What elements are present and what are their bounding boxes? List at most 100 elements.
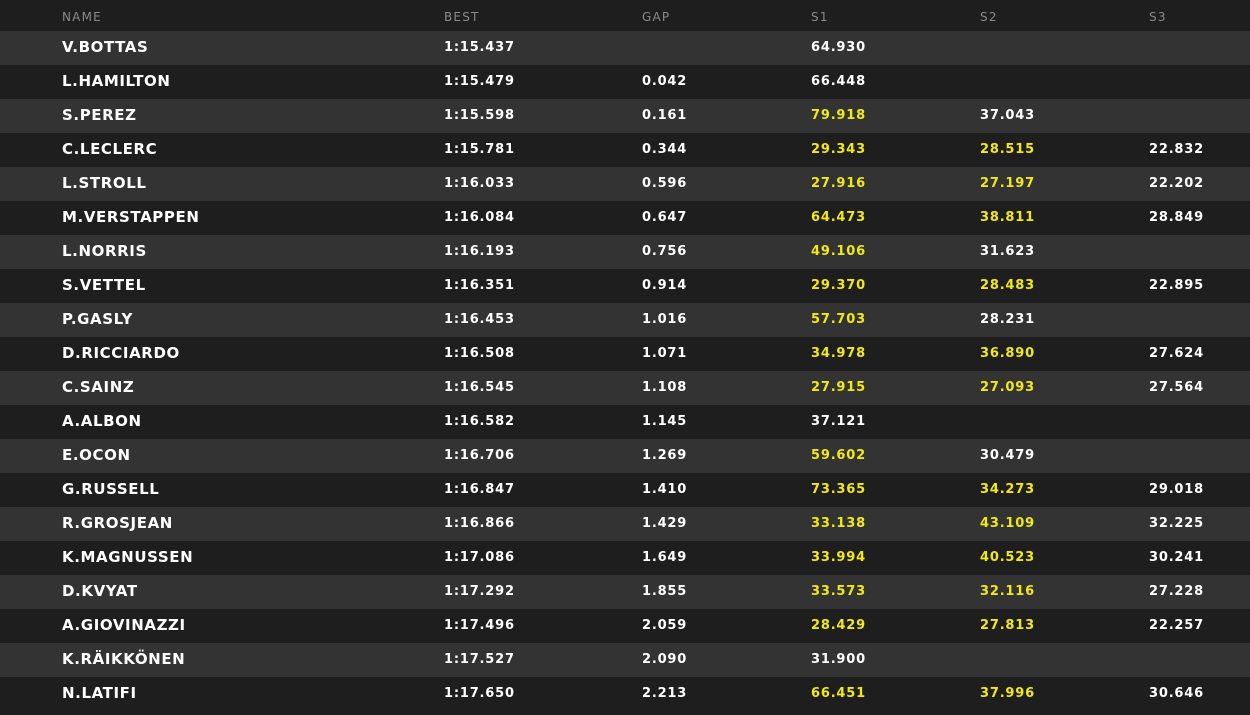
sector-1-time: 33.138: [811, 516, 866, 531]
sector-1-time: 64.473: [811, 210, 866, 225]
best-lap-time: 1:15.437: [444, 40, 515, 55]
sector-1-time: 31.900: [811, 652, 866, 667]
column-header-s3[interactable]: S3: [1149, 10, 1167, 24]
table-row[interactable]: K.RÄIKKÖNEN 1:17.527 2.090 31.900: [0, 643, 1250, 677]
gap-value: 1.269: [642, 448, 688, 463]
table-row[interactable]: E.OCON 1:16.706 1.269 59.602 30.479: [0, 439, 1250, 473]
table-row[interactable]: C.LECLERC 1:15.781 0.344 29.343 28.515 22.832: [0, 133, 1250, 167]
sector-3-time: 22.895: [1149, 278, 1204, 293]
gap-value: 0.914: [642, 278, 688, 293]
sector-2-time: 27.197: [980, 176, 1035, 191]
sector-1-time: 29.343: [811, 142, 866, 157]
sector-1-time: 66.451: [811, 686, 866, 701]
table-row[interactable]: L.STROLL 1:16.033 0.596 27.916 27.197 22.202: [0, 167, 1250, 201]
driver-name: R.GROSJEAN: [62, 514, 173, 532]
sector-1-time: 59.602: [811, 448, 866, 463]
sector-1-time: 33.573: [811, 584, 866, 599]
sector-1-time: 49.106: [811, 244, 866, 259]
table-row[interactable]: A.ALBON 1:16.582 1.145 37.121: [0, 405, 1250, 439]
sector-2-time: 27.093: [980, 380, 1035, 395]
table-row[interactable]: D.RICCIARDO 1:16.508 1.071 34.978 36.890 27.6…: [0, 337, 1250, 371]
gap-value: 1.108: [642, 380, 688, 395]
driver-name: S.VETTEL: [62, 276, 146, 294]
best-lap-time: 1:15.479: [444, 74, 515, 89]
table-row[interactable]: D.KVYAT 1:17.292 1.855 33.573 32.116 27.228: [0, 575, 1250, 609]
driver-name: P.GASLY: [62, 310, 133, 328]
table-row[interactable]: C.SAINZ 1:16.545 1.108 27.915 27.093 27.564: [0, 371, 1250, 405]
best-lap-time: 1:16.351: [444, 278, 515, 293]
driver-name: D.KVYAT: [62, 582, 138, 600]
best-lap-time: 1:16.508: [444, 346, 515, 361]
sector-2-time: 43.109: [980, 516, 1035, 531]
driver-name: G.RUSSELL: [62, 480, 160, 498]
best-lap-time: 1:16.453: [444, 312, 515, 327]
column-header-best[interactable]: BEST: [444, 10, 480, 24]
sector-1-time: 27.915: [811, 380, 866, 395]
driver-name: S.PEREZ: [62, 106, 137, 124]
sector-2-time: 37.043: [980, 108, 1035, 123]
gap-value: 2.090: [642, 652, 688, 667]
sector-3-time: 28.849: [1149, 210, 1204, 225]
driver-name: C.SAINZ: [62, 378, 135, 396]
table-row[interactable]: S.VETTEL 1:16.351 0.914 29.370 28.483 22.895: [0, 269, 1250, 303]
driver-name: E.OCON: [62, 446, 131, 464]
sector-3-time: 27.564: [1149, 380, 1204, 395]
sector-1-time: 28.429: [811, 618, 866, 633]
best-lap-time: 1:17.496: [444, 618, 515, 633]
table-row[interactable]: M.VERSTAPPEN 1:16.084 0.647 64.473 38.811 28.…: [0, 201, 1250, 235]
driver-name: A.GIOVINAZZI: [62, 616, 186, 634]
column-header-gap[interactable]: GAP: [642, 10, 671, 24]
gap-value: 1.071: [642, 346, 688, 361]
sector-3-time: 32.225: [1149, 516, 1204, 531]
best-lap-time: 1:16.582: [444, 414, 515, 429]
sector-3-time: 30.646: [1149, 686, 1204, 701]
column-header-s2[interactable]: S2: [980, 10, 998, 24]
sector-3-time: 22.257: [1149, 618, 1204, 633]
sector-2-time: 36.890: [980, 346, 1035, 361]
table-row[interactable]: P.GASLY 1:16.453 1.016 57.703 28.231: [0, 303, 1250, 337]
best-lap-time: 1:17.650: [444, 686, 515, 701]
best-lap-time: 1:16.545: [444, 380, 515, 395]
sector-1-time: 33.994: [811, 550, 866, 565]
sector-3-time: 30.241: [1149, 550, 1204, 565]
table-row[interactable]: L.NORRIS 1:16.193 0.756 49.106 31.623: [0, 235, 1250, 269]
best-lap-time: 1:16.866: [444, 516, 515, 531]
table-row[interactable]: G.RUSSELL 1:16.847 1.410 73.365 34.273 29.018: [0, 473, 1250, 507]
table-body: V.BOTTAS 1:15.437 64.930 L.HAMILTON 1:15.479…: [0, 31, 1250, 711]
driver-name: L.HAMILTON: [62, 72, 171, 90]
sector-2-time: 28.515: [980, 142, 1035, 157]
gap-value: 1.855: [642, 584, 688, 599]
table-row[interactable]: N.LATIFI 1:17.650 2.213 66.451 37.996 30.646: [0, 677, 1250, 711]
table-row[interactable]: R.GROSJEAN 1:16.866 1.429 33.138 43.109 32.22…: [0, 507, 1250, 541]
driver-name: M.VERSTAPPEN: [62, 208, 200, 226]
sector-2-time: 32.116: [980, 584, 1035, 599]
sector-1-time: 66.448: [811, 74, 866, 89]
sector-3-time: 27.228: [1149, 584, 1204, 599]
sector-3-time: 22.202: [1149, 176, 1204, 191]
gap-value: 1.145: [642, 414, 688, 429]
column-header-name[interactable]: NAME: [62, 10, 102, 24]
gap-value: 0.042: [642, 74, 688, 89]
sector-1-time: 79.918: [811, 108, 866, 123]
table-row[interactable]: L.HAMILTON 1:15.479 0.042 66.448: [0, 65, 1250, 99]
driver-name: A.ALBON: [62, 412, 142, 430]
table-row[interactable]: V.BOTTAS 1:15.437 64.930: [0, 31, 1250, 65]
best-lap-time: 1:15.598: [444, 108, 515, 123]
sector-2-time: 31.623: [980, 244, 1035, 259]
gap-value: 0.756: [642, 244, 688, 259]
sector-1-time: 29.370: [811, 278, 866, 293]
sector-2-time: 30.479: [980, 448, 1035, 463]
column-header-s1[interactable]: S1: [811, 10, 829, 24]
best-lap-time: 1:16.847: [444, 482, 515, 497]
sector-1-time: 64.930: [811, 40, 866, 55]
sector-2-time: 38.811: [980, 210, 1035, 225]
driver-name: N.LATIFI: [62, 684, 137, 702]
sector-2-time: 28.483: [980, 278, 1035, 293]
driver-name: K.RÄIKKÖNEN: [62, 650, 186, 668]
table-row[interactable]: S.PEREZ 1:15.598 0.161 79.918 37.043: [0, 99, 1250, 133]
gap-value: 1.649: [642, 550, 688, 565]
table-row[interactable]: A.GIOVINAZZI 1:17.496 2.059 28.429 27.813 22.…: [0, 609, 1250, 643]
sector-3-time: 29.018: [1149, 482, 1204, 497]
sector-1-time: 73.365: [811, 482, 866, 497]
table-row[interactable]: K.MAGNUSSEN 1:17.086 1.649 33.994 40.523 30.2…: [0, 541, 1250, 575]
